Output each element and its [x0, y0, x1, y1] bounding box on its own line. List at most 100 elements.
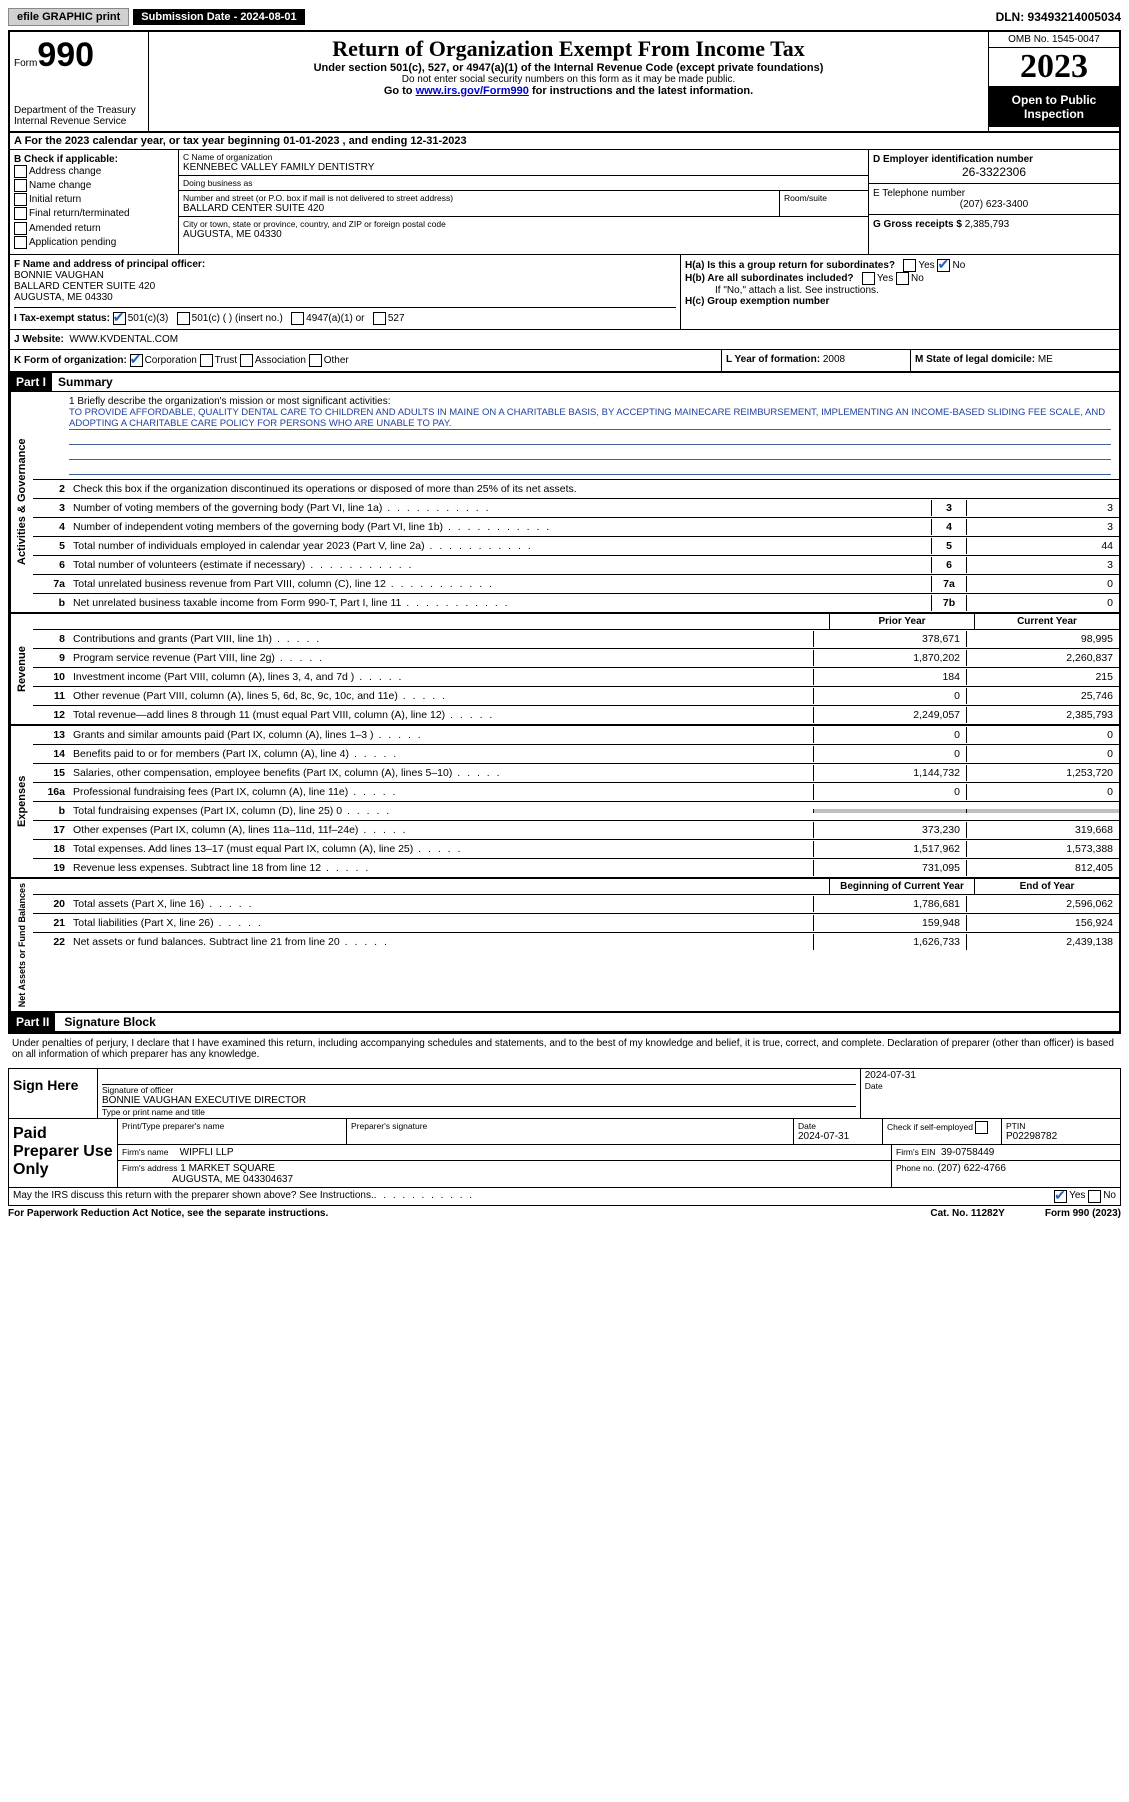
mission-text: TO PROVIDE AFFORDABLE, QUALITY DENTAL CA… — [69, 407, 1111, 430]
officer-addr1: BALLARD CENTER SUITE 420 — [14, 281, 155, 292]
governance-label: Activities & Governance — [10, 392, 33, 612]
chk-name-change[interactable] — [14, 179, 27, 192]
chk-ha-yes[interactable] — [903, 259, 916, 272]
summary-line: bTotal fundraising expenses (Part IX, co… — [33, 802, 1119, 821]
summary-line: 22Net assets or fund balances. Subtract … — [33, 933, 1119, 951]
sig-date: 2024-07-31 — [865, 1070, 1116, 1081]
end-year-header: End of Year — [974, 879, 1119, 894]
begin-year-header: Beginning of Current Year — [829, 879, 974, 894]
irs-link[interactable]: www.irs.gov/Form990 — [416, 85, 529, 97]
chk-corp[interactable] — [130, 354, 143, 367]
chk-501c[interactable] — [177, 312, 190, 325]
ptin: P02298782 — [1006, 1131, 1057, 1142]
chk-initial-return[interactable] — [14, 193, 27, 206]
chk-app-pending[interactable] — [14, 236, 27, 249]
summary-line: 19Revenue less expenses. Subtract line 1… — [33, 859, 1119, 877]
cat-no: Cat. No. 11282Y — [930, 1208, 1004, 1219]
section-f-label: F Name and address of principal officer: — [14, 259, 205, 270]
chk-trust[interactable] — [200, 354, 213, 367]
summary-line: 17Other expenses (Part IX, column (A), l… — [33, 821, 1119, 840]
year-formation: 2008 — [823, 354, 845, 365]
summary-line: 10Investment income (Part VIII, column (… — [33, 668, 1119, 687]
header-left: Form990 Department of the Treasury Inter… — [10, 32, 149, 131]
summary-line: bNet unrelated business taxable income f… — [33, 594, 1119, 612]
section-k-label: K Form of organization: — [14, 355, 127, 366]
form-container: Form990 Department of the Treasury Inter… — [8, 30, 1121, 1034]
state-domicile: ME — [1038, 354, 1053, 365]
chk-discuss-no[interactable] — [1088, 1190, 1101, 1203]
section-j-label: J Website: — [14, 334, 64, 345]
summary-line: 7aTotal unrelated business revenue from … — [33, 575, 1119, 594]
prep-date: 2024-07-31 — [798, 1131, 849, 1142]
officer-addr2: AUGUSTA, ME 04330 — [14, 292, 113, 303]
summary-line: 3Number of voting members of the governi… — [33, 499, 1119, 518]
summary-line: 16aProfessional fundraising fees (Part I… — [33, 783, 1119, 802]
addr: BALLARD CENTER SUITE 420 — [183, 203, 775, 214]
ha-label: H(a) Is this a group return for subordin… — [685, 260, 895, 271]
mission-label: 1 Briefly describe the organization's mi… — [69, 396, 1111, 407]
city-label: City or town, state or province, country… — [183, 219, 864, 229]
revenue-label: Revenue — [10, 614, 33, 724]
website-url: WWW.KVDENTAL.COM — [69, 334, 178, 345]
summary-line: 5Total number of individuals employed in… — [33, 537, 1119, 556]
open-inspection: Open to Public Inspection — [989, 87, 1119, 127]
chk-527[interactable] — [373, 312, 386, 325]
chk-self-employed[interactable] — [975, 1121, 988, 1134]
chk-amended[interactable] — [14, 222, 27, 235]
chk-other[interactable] — [309, 354, 322, 367]
summary-line: 4Number of independent voting members of… — [33, 518, 1119, 537]
chk-hb-no[interactable] — [896, 272, 909, 285]
summary-line: 12Total revenue—add lines 8 through 11 (… — [33, 706, 1119, 724]
firm-addr: 1 MARKET SQUARE — [180, 1163, 275, 1174]
summary-line: 9Program service revenue (Part VIII, lin… — [33, 649, 1119, 668]
chk-final-return[interactable] — [14, 207, 27, 220]
summary-line: 11Other revenue (Part VIII, column (A), … — [33, 687, 1119, 706]
prior-year-header: Prior Year — [829, 614, 974, 629]
chk-ha-no[interactable] — [937, 259, 950, 272]
summary-line: 14Benefits paid to or for members (Part … — [33, 745, 1119, 764]
paperwork-note: For Paperwork Reduction Act Notice, see … — [8, 1208, 328, 1219]
hc-label: H(c) Group exemption number — [685, 296, 829, 307]
summary-line: 8Contributions and grants (Part VIII, li… — [33, 630, 1119, 649]
efile-button[interactable]: efile GRAPHIC print — [8, 8, 129, 26]
header-center: Return of Organization Exempt From Incom… — [149, 32, 988, 131]
chk-501c3[interactable] — [113, 312, 126, 325]
chk-address-change[interactable] — [14, 165, 27, 178]
gross-label: G Gross receipts $ — [873, 219, 962, 230]
netassets-label: Net Assets or Fund Balances — [10, 879, 33, 1011]
top-bar: efile GRAPHIC print Submission Date - 20… — [8, 8, 1121, 26]
chk-4947[interactable] — [291, 312, 304, 325]
ein: 26-3322306 — [873, 165, 1115, 179]
header-right: OMB No. 1545-0047 2023 Open to Public In… — [988, 32, 1119, 131]
ein-label: D Employer identification number — [873, 154, 1033, 165]
firm-phone: (207) 622-4766 — [938, 1163, 1006, 1174]
chk-assoc[interactable] — [240, 354, 253, 367]
summary-line: 21Total liabilities (Part X, line 26)159… — [33, 914, 1119, 933]
chk-discuss-yes[interactable] — [1054, 1190, 1067, 1203]
penalty-statement: Under penalties of perjury, I declare th… — [8, 1034, 1121, 1064]
section-c: C Name of organization KENNEBEC VALLEY F… — [179, 150, 868, 254]
discuss-label: May the IRS discuss this return with the… — [13, 1190, 374, 1203]
summary-line: 20Total assets (Part X, line 16)1,786,68… — [33, 895, 1119, 914]
form-subtitle: Under section 501(c), 527, or 4947(a)(1)… — [157, 62, 980, 74]
chk-hb-yes[interactable] — [862, 272, 875, 285]
dba-label: Doing business as — [183, 178, 864, 188]
tax-year: 2023 — [989, 48, 1119, 87]
paid-preparer-label: Paid Preparer Use Only — [9, 1119, 118, 1187]
form-footer: Form 990 (2023) — [1045, 1208, 1121, 1219]
omb-number: OMB No. 1545-0047 — [989, 32, 1119, 48]
summary-line: 15Salaries, other compensation, employee… — [33, 764, 1119, 783]
summary-line: 18Total expenses. Add lines 13–17 (must … — [33, 840, 1119, 859]
org-name-label: C Name of organization — [183, 152, 864, 162]
section-b: B Check if applicable: Address change Na… — [10, 150, 179, 254]
hb-note: If "No," attach a list. See instructions… — [685, 285, 1115, 296]
firm-addr2: AUGUSTA, ME 043304637 — [172, 1174, 293, 1185]
dln: DLN: 93493214005034 — [996, 10, 1121, 24]
sign-here-label: Sign Here — [9, 1069, 98, 1118]
city: AUGUSTA, ME 04330 — [183, 229, 864, 240]
ssn-note: Do not enter social security numbers on … — [157, 74, 980, 85]
instructions-link: Go to www.irs.gov/Form990 for instructio… — [157, 85, 980, 97]
tel: (207) 623-3400 — [873, 199, 1115, 210]
signature-officer: BONNIE VAUGHAN EXECUTIVE DIRECTOR — [102, 1095, 856, 1106]
hb-label: H(b) Are all subordinates included? — [685, 273, 854, 284]
